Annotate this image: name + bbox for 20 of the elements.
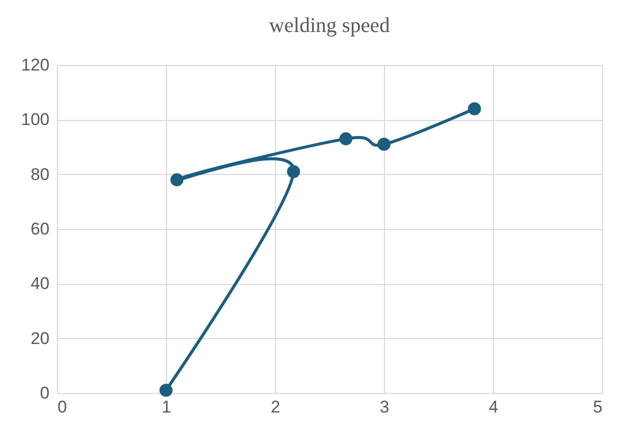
x-tick-label: 5 [593, 398, 602, 416]
x-tick-label: 4 [488, 398, 498, 416]
y-tick-label: 120 [21, 56, 50, 74]
chart-title: welding speed [269, 13, 390, 37]
x-tick-label: 0 [58, 398, 67, 416]
point [339, 132, 352, 146]
x-tick-label: 1 [162, 398, 172, 416]
x-tick-label: 2 [270, 398, 280, 416]
y-tick-label: 20 [30, 328, 50, 348]
y-tick-label: 0 [40, 384, 50, 402]
point [377, 138, 391, 151]
y-tick-label: 60 [30, 220, 50, 238]
x-tick-label: 3 [380, 398, 390, 416]
y-tick-label: 40 [30, 274, 50, 294]
y-tick-label: 80 [30, 164, 50, 184]
point [170, 173, 184, 186]
point [287, 165, 300, 178]
y-tick-label: 100 [21, 110, 50, 130]
point [159, 384, 173, 397]
point [468, 102, 481, 116]
